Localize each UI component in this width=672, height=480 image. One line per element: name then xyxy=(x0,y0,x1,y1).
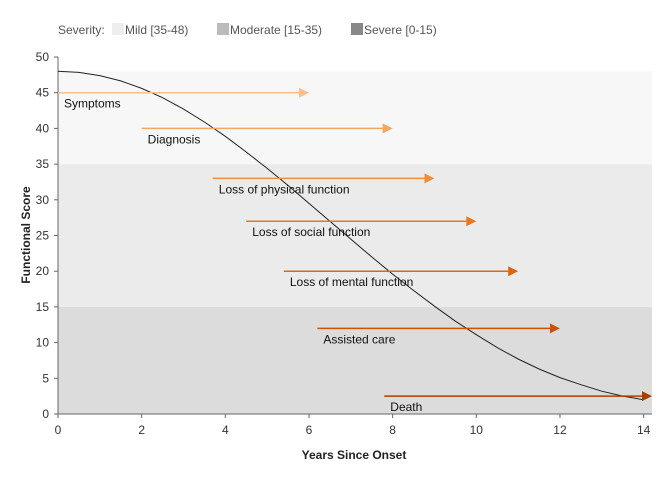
y-tick-label-40: 40 xyxy=(36,121,50,135)
y-tick-label-5: 5 xyxy=(42,371,49,385)
annotations: Symptoms Diagnosis Loss of physical functi… xyxy=(58,87,652,414)
y-tick-label-35: 35 xyxy=(36,157,50,171)
x-tick-label-12: 12 xyxy=(553,423,567,437)
arrowhead-loss-of-physical-function xyxy=(424,173,435,184)
x-tick-label-14: 14 xyxy=(637,423,651,437)
arrowhead-assisted-care xyxy=(549,323,560,334)
arrowhead-death xyxy=(642,391,652,402)
y-tick-label-10: 10 xyxy=(36,336,50,350)
y-tick-label-15: 15 xyxy=(36,300,50,314)
arrowhead-loss-of-mental-function xyxy=(508,266,519,277)
y-tick-label-50: 50 xyxy=(36,50,50,64)
y-axis-label: Functional Score xyxy=(19,186,33,284)
annotation-label-diagnosis: Diagnosis xyxy=(148,132,201,146)
annotation-label-death: Death xyxy=(390,400,422,414)
legend-swatch-severe xyxy=(351,23,363,35)
legend-swatch-mild xyxy=(112,23,124,35)
legend-swatch-moderate xyxy=(217,23,229,35)
annotation-label-loss-of-social-function: Loss of social function xyxy=(252,225,370,239)
annotation-label-assisted-care: Assisted care xyxy=(323,332,395,346)
y-tick-label-0: 0 xyxy=(42,407,49,421)
severity-band-1 xyxy=(58,164,652,307)
x-tick-label-2: 2 xyxy=(138,423,145,437)
curve-layer xyxy=(57,70,644,401)
severity-bands xyxy=(58,71,652,414)
arrowhead-diagnosis xyxy=(382,123,393,134)
x-tick-label-0: 0 xyxy=(55,423,62,437)
annotation-label-symptoms: Symptoms xyxy=(64,97,121,111)
y-tick-label-25: 25 xyxy=(36,229,50,243)
annotation-label-loss-of-mental-function: Loss of mental function xyxy=(290,275,413,289)
x-tick-label-8: 8 xyxy=(389,423,396,437)
legend-title: Severity: xyxy=(58,23,105,37)
arrowhead-loss-of-social-function xyxy=(466,216,477,227)
y-tick-label-45: 45 xyxy=(36,86,50,100)
legend-label-moderate: Moderate [15-35) xyxy=(230,23,322,37)
y-tick-label-30: 30 xyxy=(36,193,50,207)
y-tick-label-20: 20 xyxy=(36,264,50,278)
x-tick-label-4: 4 xyxy=(222,423,229,437)
x-tick-label-6: 6 xyxy=(306,423,313,437)
x-axis-label: Years Since Onset xyxy=(302,448,407,462)
legend-label-mild: Mild [35-48) xyxy=(125,23,188,37)
arrowhead-symptoms xyxy=(298,87,309,98)
functional-score-line xyxy=(57,70,644,401)
legend-label-severe: Severe [0-15) xyxy=(364,23,437,37)
axes: 0 5 10 15 20 25 30 35 40 45 50 0 2 4 6 8 10 12 14 xyxy=(36,50,652,437)
annotation-label-loss-of-physical-function: Loss of physical function xyxy=(219,182,350,196)
severity-band-2 xyxy=(58,71,652,165)
legend: Severity: Mild [35-48) Moderate [15-35) … xyxy=(58,23,437,37)
x-tick-label-10: 10 xyxy=(470,423,484,437)
severity-band-0 xyxy=(58,306,652,414)
